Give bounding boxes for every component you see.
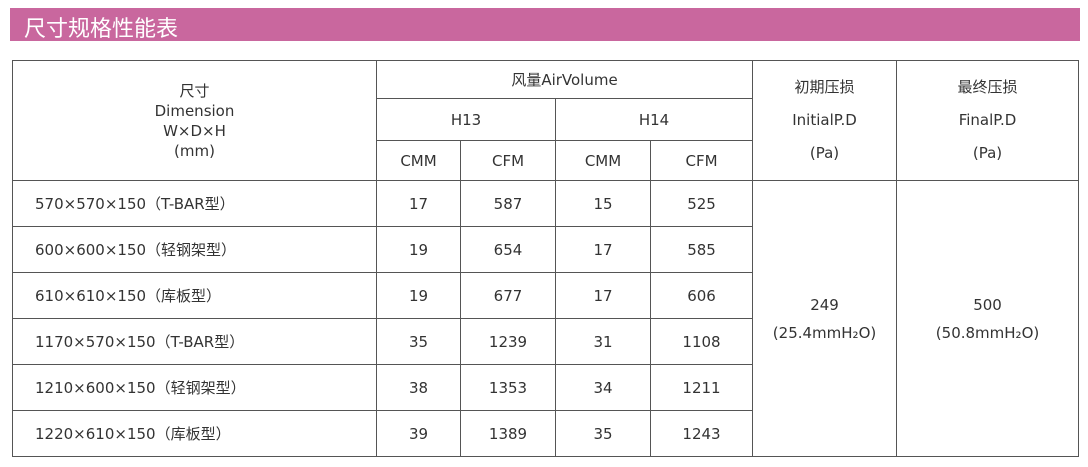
cell: 34	[555, 364, 651, 411]
cell: 17	[555, 226, 651, 273]
cell: 1211	[649, 364, 754, 411]
initial-value: 249 (25.4mmH₂O)	[752, 180, 898, 457]
cell: 525	[649, 180, 754, 227]
cell: 1108	[649, 318, 754, 365]
cell: 1243	[649, 410, 754, 457]
dimension-cell: 600×600×150（轻钢架型）	[12, 226, 377, 273]
final-header: 最终压损 FinalP.D (Pa)	[896, 60, 1080, 181]
cell: 15	[555, 180, 651, 227]
text: FinalP.D	[958, 111, 1017, 129]
text: (50.8mmH₂O)	[935, 323, 1040, 342]
row: 610×610×150（库板型） 19 677 17 606	[12, 272, 1079, 319]
dimension-cell: 610×610×150（库板型）	[12, 272, 377, 319]
cell: 1239	[460, 318, 556, 365]
text: W×D×H	[163, 121, 226, 140]
cell: 35	[555, 410, 651, 457]
text: 249	[810, 295, 839, 314]
dimension-cell: 1210×600×150（轻钢架型）	[12, 364, 377, 411]
cell: 31	[555, 318, 651, 365]
cell: 1353	[460, 364, 556, 411]
text: InitialP.D	[792, 111, 857, 129]
dimension-cell: 570×570×150（T-BAR型）	[12, 180, 377, 227]
cell: 1389	[460, 410, 556, 457]
cell: 606	[649, 272, 754, 319]
text: Dimension	[154, 101, 235, 120]
text: 尺寸	[179, 81, 210, 100]
cell: 17	[555, 272, 651, 319]
grade-header: H13	[376, 98, 556, 141]
cell: 587	[460, 180, 556, 227]
dimension-cell: 1170×570×150（T-BAR型）	[12, 318, 377, 365]
dimension-header: 尺寸 Dimension W×D×H (mm)	[12, 60, 377, 181]
text: (mm)	[174, 141, 215, 160]
cell: 38	[376, 364, 461, 411]
cell: 654	[460, 226, 556, 273]
unit-header: CMM	[555, 140, 651, 181]
row: 570×570×150（T-BAR型） 17 587 15 525 249 (25.4mmH…	[12, 180, 1080, 457]
dimension-cell: 1220×610×150（库板型）	[12, 410, 377, 457]
text: 500	[973, 295, 1002, 314]
text: 最终压损	[957, 78, 1018, 96]
row: 1170×570×150（T-BAR型） 35 1239 31 1108	[12, 318, 1079, 365]
text: (Pa)	[809, 144, 840, 162]
grade-header: H14	[554, 98, 754, 141]
row: 600×600×150（轻钢架型） 19 654 17 585	[12, 226, 1079, 273]
cell: 585	[649, 226, 754, 273]
text: 初期压损	[794, 78, 855, 96]
cell: 19	[376, 226, 461, 273]
text: (25.4mmH₂O)	[772, 323, 877, 342]
unit-header: CFM	[649, 140, 754, 181]
row: 1210×600×150（轻钢架型） 38 1353 34 1211	[12, 364, 1079, 411]
cell: 17	[376, 180, 461, 227]
initial-header: 初期压损 InitialP.D (Pa)	[752, 60, 898, 181]
cell: 677	[460, 272, 556, 319]
cell: 19	[376, 272, 461, 319]
cell: 39	[376, 410, 461, 457]
cell: 35	[376, 318, 461, 365]
title: 尺寸规格性能表	[24, 17, 179, 42]
air-volume-header: 风量AirVolume	[375, 60, 754, 99]
unit-header: CMM	[376, 140, 461, 181]
final-value: 500 (50.8mmH₂O)	[896, 180, 1080, 457]
unit-header: CFM	[460, 140, 556, 181]
spec-table: 尺寸 Dimension W×D×H (mm) 风量AirVolume 初期压损…	[12, 60, 1080, 457]
title-bar: 尺寸规格性能表	[10, 8, 1080, 42]
text: (Pa)	[972, 144, 1003, 162]
row: 1220×610×150（库板型） 39 1389 35 1243	[12, 410, 1079, 457]
